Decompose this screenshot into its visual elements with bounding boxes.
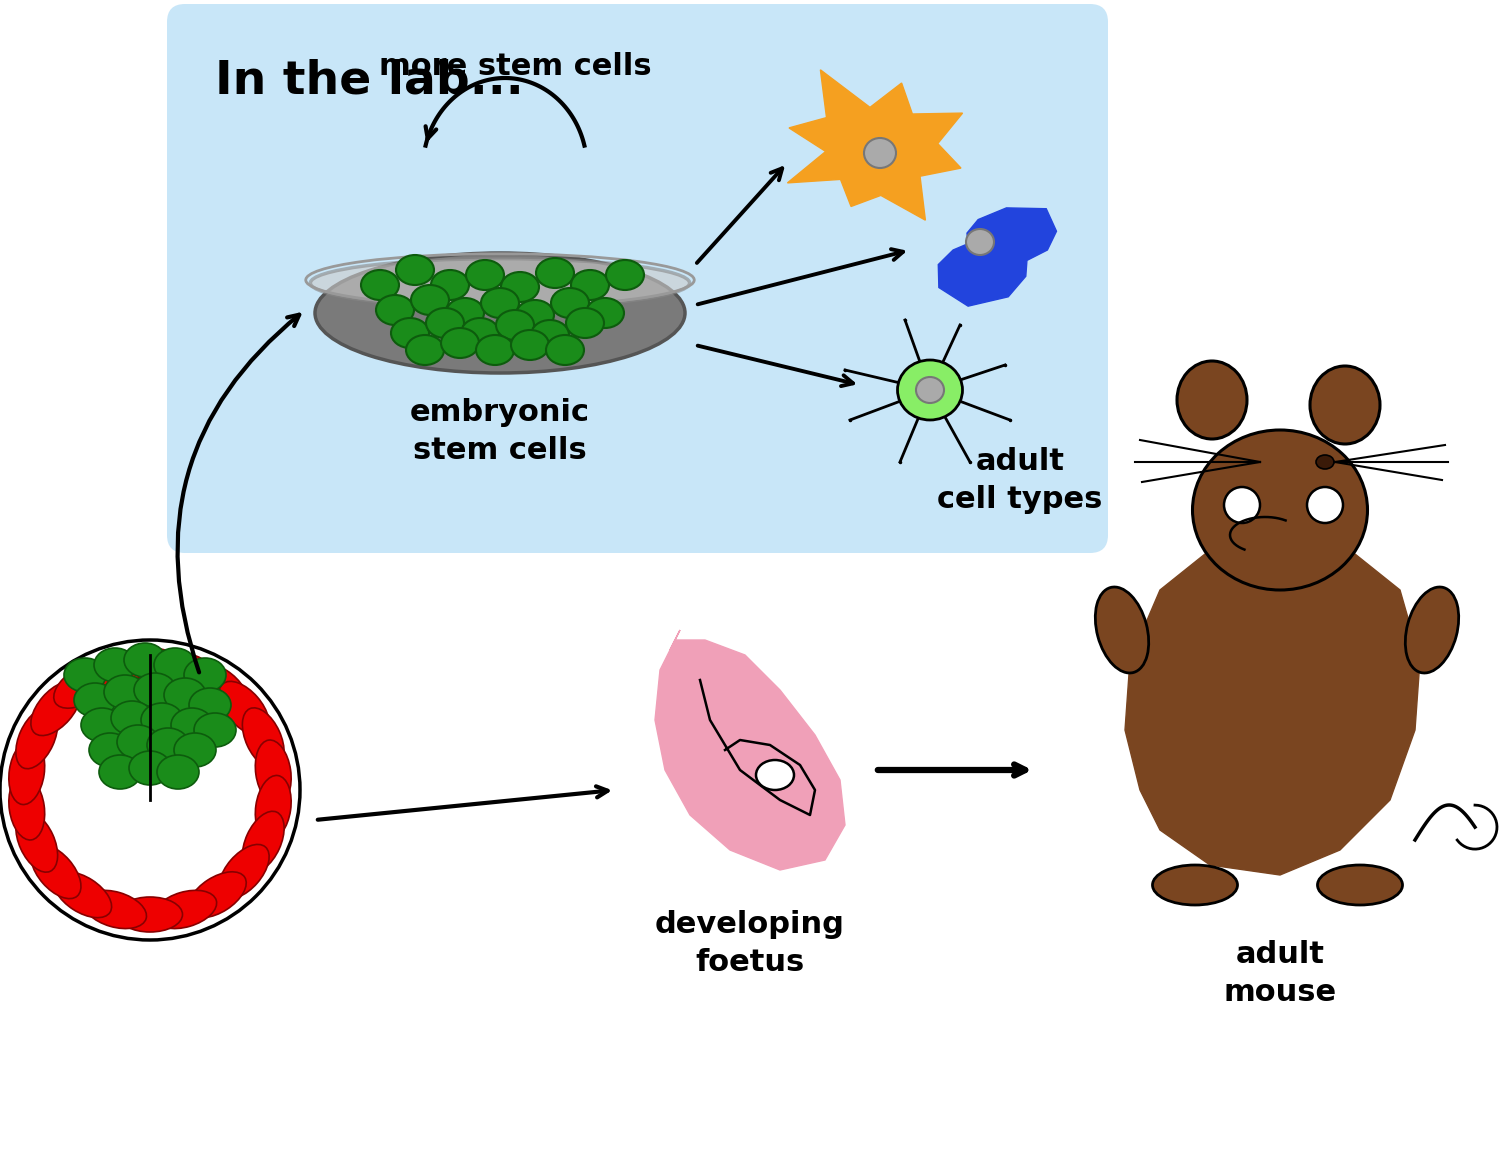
Ellipse shape (32, 681, 81, 736)
Ellipse shape (84, 651, 147, 689)
Ellipse shape (1317, 865, 1402, 905)
Ellipse shape (16, 812, 57, 872)
Ellipse shape (1406, 587, 1458, 673)
Polygon shape (1125, 540, 1420, 875)
Ellipse shape (194, 713, 236, 747)
Ellipse shape (550, 288, 590, 318)
Ellipse shape (84, 890, 147, 928)
Ellipse shape (255, 740, 291, 805)
Ellipse shape (466, 259, 504, 291)
Text: adult
mouse: adult mouse (1224, 940, 1336, 1008)
Ellipse shape (158, 755, 200, 789)
Polygon shape (788, 70, 963, 220)
Ellipse shape (189, 688, 231, 722)
Ellipse shape (406, 336, 444, 366)
Text: adult
cell types: adult cell types (938, 447, 1102, 514)
Ellipse shape (864, 138, 895, 168)
Ellipse shape (1316, 455, 1334, 469)
Ellipse shape (154, 648, 196, 683)
Text: developing
foetus: developing foetus (656, 910, 844, 978)
Ellipse shape (117, 725, 159, 759)
Ellipse shape (189, 662, 246, 708)
Ellipse shape (1178, 361, 1246, 439)
Text: more stem cells: more stem cells (378, 52, 651, 81)
Ellipse shape (1192, 430, 1368, 590)
Ellipse shape (1095, 587, 1149, 673)
Ellipse shape (111, 701, 153, 734)
Ellipse shape (81, 708, 123, 743)
Ellipse shape (476, 336, 514, 366)
Ellipse shape (64, 658, 106, 692)
Circle shape (0, 640, 300, 940)
Ellipse shape (756, 760, 794, 790)
Ellipse shape (16, 708, 57, 769)
Ellipse shape (243, 708, 284, 769)
Ellipse shape (54, 872, 111, 918)
Ellipse shape (496, 310, 534, 340)
Ellipse shape (74, 683, 116, 717)
FancyBboxPatch shape (166, 3, 1108, 553)
Ellipse shape (430, 270, 470, 300)
Ellipse shape (966, 229, 994, 255)
Ellipse shape (153, 651, 216, 689)
Ellipse shape (94, 648, 136, 683)
Ellipse shape (916, 377, 944, 404)
Ellipse shape (54, 662, 111, 708)
Ellipse shape (9, 776, 45, 841)
Ellipse shape (396, 255, 433, 285)
Ellipse shape (315, 253, 686, 374)
Ellipse shape (512, 330, 549, 360)
Ellipse shape (501, 272, 538, 302)
Circle shape (1306, 487, 1342, 523)
Ellipse shape (88, 733, 130, 767)
Ellipse shape (566, 308, 604, 338)
Ellipse shape (586, 297, 624, 327)
Ellipse shape (310, 258, 690, 308)
Ellipse shape (362, 270, 399, 300)
Ellipse shape (99, 755, 141, 789)
Ellipse shape (189, 872, 246, 918)
Ellipse shape (531, 321, 568, 351)
Ellipse shape (536, 258, 574, 288)
Ellipse shape (446, 297, 485, 327)
Ellipse shape (460, 318, 500, 348)
Ellipse shape (243, 812, 284, 872)
Ellipse shape (482, 288, 519, 318)
Ellipse shape (572, 270, 609, 300)
Text: In the lab...: In the lab... (214, 58, 524, 103)
Ellipse shape (117, 648, 183, 683)
Polygon shape (656, 630, 844, 871)
Ellipse shape (117, 897, 183, 932)
Ellipse shape (255, 776, 291, 841)
Ellipse shape (32, 844, 81, 898)
Ellipse shape (164, 678, 206, 713)
Ellipse shape (104, 675, 146, 709)
Ellipse shape (516, 300, 554, 330)
Ellipse shape (376, 295, 414, 325)
Ellipse shape (184, 658, 226, 692)
Ellipse shape (171, 708, 213, 743)
Ellipse shape (441, 327, 479, 357)
Ellipse shape (606, 259, 644, 291)
Ellipse shape (1310, 366, 1380, 444)
Ellipse shape (9, 740, 45, 805)
Ellipse shape (546, 336, 584, 366)
Ellipse shape (411, 285, 448, 315)
Text: embryonic
stem cells: embryonic stem cells (410, 398, 590, 465)
Ellipse shape (134, 673, 176, 707)
Ellipse shape (219, 681, 268, 736)
Circle shape (1224, 487, 1260, 523)
Ellipse shape (124, 643, 166, 677)
Ellipse shape (153, 890, 216, 928)
Polygon shape (939, 208, 1056, 307)
Ellipse shape (392, 318, 429, 348)
Ellipse shape (219, 844, 268, 898)
Ellipse shape (174, 733, 216, 767)
Ellipse shape (426, 308, 464, 338)
Ellipse shape (141, 703, 183, 737)
Ellipse shape (1152, 865, 1238, 905)
Ellipse shape (129, 751, 171, 785)
Ellipse shape (897, 360, 963, 420)
Ellipse shape (147, 728, 189, 762)
